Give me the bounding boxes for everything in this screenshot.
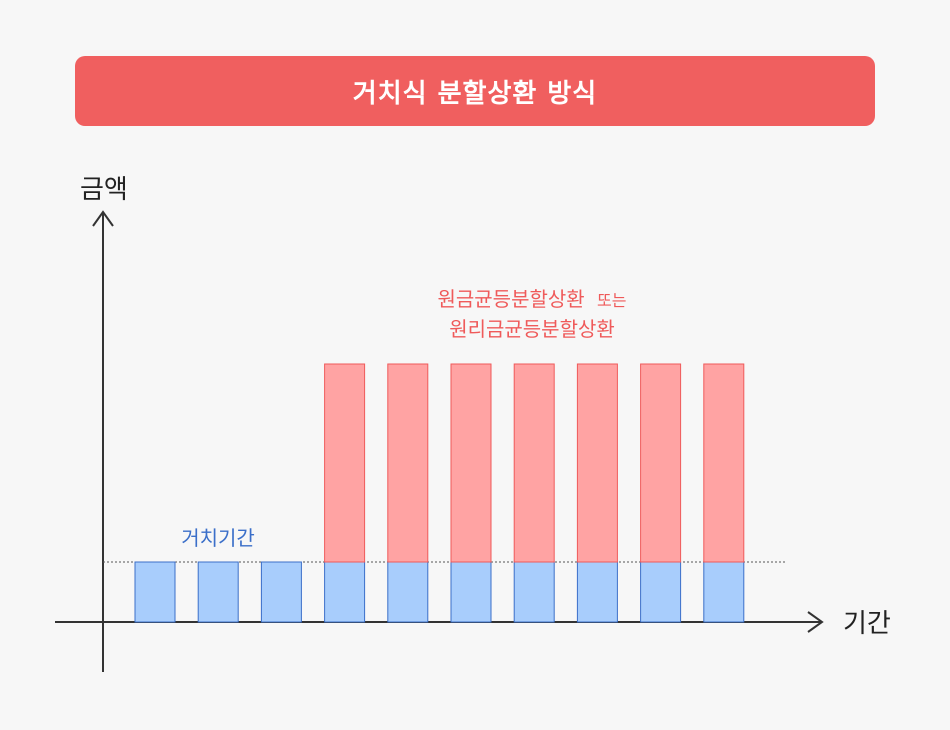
interest-bar-1 bbox=[134, 561, 176, 623]
interest-bar-6 bbox=[450, 561, 492, 623]
repayment-label-line2: 원리금균등분할상환 bbox=[449, 317, 615, 341]
interest-bar-9 bbox=[640, 561, 682, 623]
principal-bar-6 bbox=[450, 363, 492, 563]
x-axis-label: 기간 bbox=[843, 609, 891, 639]
interest-bar-2 bbox=[197, 561, 239, 623]
bars-group bbox=[134, 363, 745, 623]
banner-title: 거치식 분할상환 방식 bbox=[352, 78, 598, 109]
interest-bar-3 bbox=[260, 561, 302, 623]
grace-period-label: 거치기간 bbox=[181, 526, 255, 550]
y-axis-label: 금액 bbox=[80, 175, 128, 205]
interest-bar-4 bbox=[324, 561, 366, 623]
principal-bar-4 bbox=[324, 363, 366, 563]
principal-bar-7 bbox=[513, 363, 555, 563]
interest-bar-10 bbox=[703, 561, 745, 623]
interest-bar-5 bbox=[387, 561, 429, 623]
principal-bar-10 bbox=[703, 363, 745, 563]
interest-bar-7 bbox=[513, 561, 555, 623]
repayment-label-line1: 원금균등분할상환 또는 bbox=[437, 287, 626, 311]
principal-bar-9 bbox=[640, 363, 682, 563]
principal-bar-5 bbox=[387, 363, 429, 563]
principal-bar-8 bbox=[576, 363, 618, 563]
repayment-label-or: 또는 bbox=[597, 291, 626, 310]
y-axis-arrow bbox=[92, 210, 114, 227]
title-banner: 거치식 분할상환 방식 bbox=[75, 56, 875, 126]
x-axis-arrow bbox=[807, 611, 824, 633]
repayment-label-main: 원금균등분할상환 bbox=[437, 287, 584, 311]
interest-bar-8 bbox=[576, 561, 618, 623]
